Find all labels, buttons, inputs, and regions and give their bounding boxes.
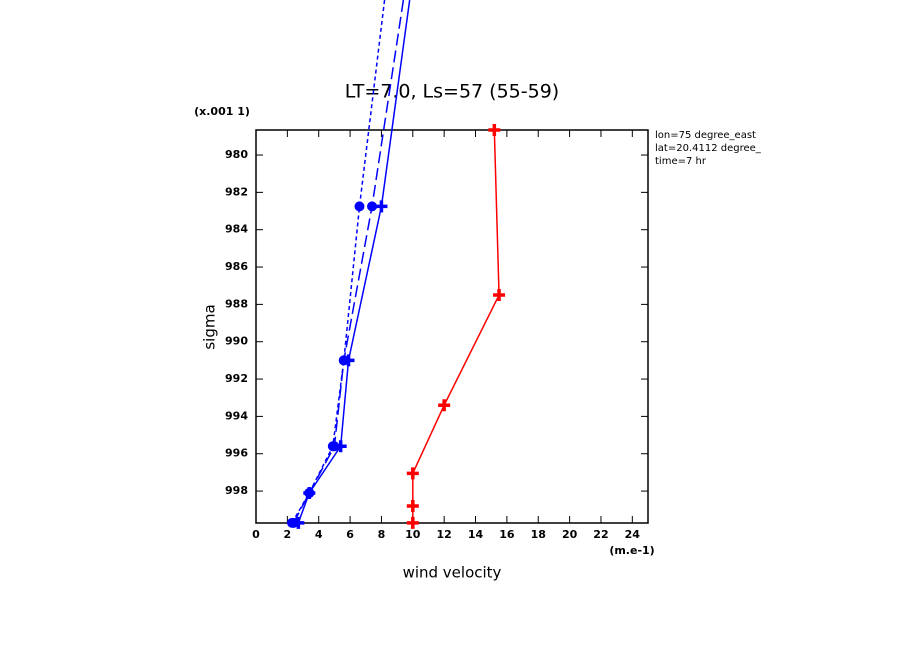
series-line <box>297 0 411 524</box>
y-tick-label: 982 <box>225 185 248 198</box>
y-tick-label: 996 <box>225 447 248 460</box>
x-tick-label: 6 <box>346 528 354 541</box>
chart-title: LT=7.0, Ls=57 (55-59) <box>345 81 559 103</box>
x-tick-label: 8 <box>378 528 386 541</box>
point-marker <box>354 201 365 212</box>
point-marker <box>287 517 298 528</box>
x-tick-label: 14 <box>468 528 484 541</box>
point-marker <box>493 289 506 302</box>
y-tick-label: 994 <box>225 409 248 422</box>
annotation: time=7 hr <box>655 156 707 167</box>
x-axis-label: wind velocity <box>403 564 502 582</box>
y-tick-label: 980 <box>225 148 248 161</box>
x-tick-label: 12 <box>437 528 452 541</box>
point-marker <box>304 487 315 498</box>
x-units: (m.e-1) <box>609 544 654 557</box>
plot-frame <box>255 129 649 524</box>
y-tick-label: 990 <box>225 335 248 348</box>
annotation: lon=75 degree_east <box>655 130 756 141</box>
y-axis-label: sigma <box>201 304 219 349</box>
x-tick-label: 18 <box>531 528 546 541</box>
y-scale-label: (x.001 1) <box>194 105 250 118</box>
point-marker <box>375 200 388 213</box>
x-tick-label: 20 <box>562 528 578 541</box>
x-tick-label: 2 <box>284 528 292 541</box>
series-line <box>292 0 405 524</box>
x-tick-label: 0 <box>252 528 260 541</box>
point-marker <box>438 399 451 412</box>
x-tick-label: 24 <box>625 528 641 541</box>
point-marker <box>367 201 378 212</box>
series-line <box>291 0 386 524</box>
point-marker <box>327 441 338 452</box>
y-tick-label: 984 <box>225 223 248 236</box>
annotation: lat=20.4112 degree_ <box>655 143 762 154</box>
point-marker <box>406 500 419 513</box>
x-tick-label: 22 <box>593 528 608 541</box>
x-tick-label: 16 <box>499 528 515 541</box>
y-tick-label: 992 <box>225 372 248 385</box>
y-tick-label: 986 <box>225 260 248 273</box>
point-marker <box>406 467 419 480</box>
x-tick-label: 4 <box>315 528 323 541</box>
point-marker <box>406 516 419 529</box>
series-line <box>412 129 500 523</box>
y-tick-label: 998 <box>225 484 248 497</box>
point-marker <box>488 124 501 136</box>
y-tick-label: 988 <box>225 297 248 310</box>
x-tick-label: 10 <box>405 528 421 541</box>
point-marker <box>338 355 349 366</box>
